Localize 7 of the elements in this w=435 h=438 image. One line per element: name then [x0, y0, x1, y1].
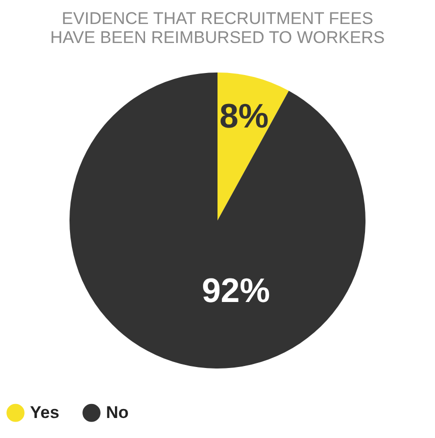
legend-label: Yes [30, 402, 60, 422]
text: EVIDENCE THAT RECRUITMENT FEES [62, 9, 374, 28]
legend-label: No [106, 402, 129, 422]
data-label: 92% [202, 272, 270, 310]
data-label: 8% [219, 97, 269, 136]
text: HAVE BEEN REIMBURSED TO WORKERS [50, 28, 385, 47]
pie-slice [70, 72, 366, 368]
